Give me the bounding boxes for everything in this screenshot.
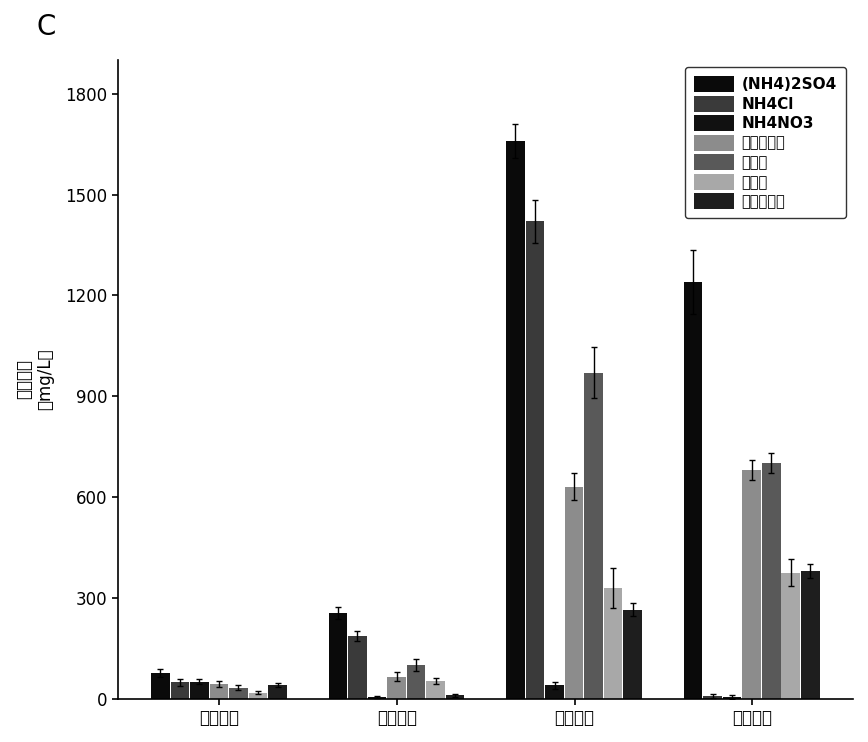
Bar bbox=[703, 696, 722, 698]
Bar bbox=[781, 573, 800, 698]
Bar bbox=[426, 681, 445, 698]
Bar bbox=[506, 141, 525, 698]
Legend: (NH4)2SO4, NH4Cl, NH4NO3, 大豆蛋白胨, 酵母膏, 牛肉膏, 玉米浆干粉: (NH4)2SO4, NH4Cl, NH4NO3, 大豆蛋白胨, 酵母膏, 牛肉… bbox=[685, 68, 845, 218]
Bar bbox=[229, 688, 247, 698]
Bar bbox=[623, 609, 642, 698]
Text: C: C bbox=[36, 13, 56, 41]
Bar bbox=[584, 372, 603, 698]
Bar bbox=[762, 463, 780, 698]
Bar bbox=[545, 685, 564, 698]
Bar bbox=[268, 685, 286, 698]
Bar bbox=[209, 684, 228, 698]
Bar bbox=[248, 692, 267, 698]
Bar bbox=[565, 487, 583, 698]
Bar bbox=[526, 221, 544, 698]
Y-axis label: 酯的浓度
（mg/L）: 酯的浓度 （mg/L） bbox=[15, 349, 54, 410]
Bar bbox=[190, 682, 208, 698]
Bar bbox=[170, 683, 189, 698]
Bar bbox=[329, 613, 347, 698]
Bar bbox=[604, 588, 622, 698]
Bar bbox=[801, 571, 819, 698]
Bar bbox=[446, 695, 464, 698]
Bar bbox=[387, 677, 406, 698]
Bar bbox=[348, 637, 367, 698]
Bar bbox=[407, 665, 425, 698]
Bar bbox=[723, 697, 741, 698]
Bar bbox=[368, 697, 386, 698]
Bar bbox=[684, 282, 702, 698]
Bar bbox=[742, 470, 761, 698]
Bar bbox=[151, 674, 169, 698]
